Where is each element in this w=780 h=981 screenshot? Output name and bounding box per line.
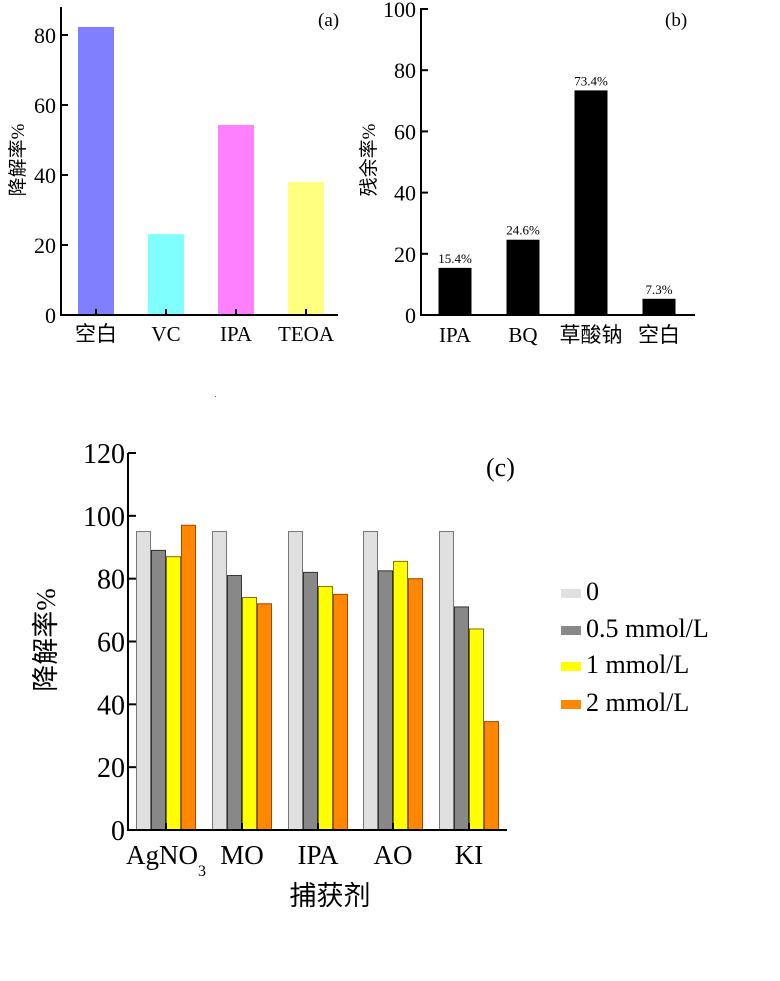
x-tick-label: VC [151, 322, 180, 346]
bar-2-2 [318, 586, 333, 831]
y-tick-label: 100 [83, 502, 125, 533]
bar-0-0 [136, 531, 151, 831]
bar-4-3 [484, 721, 499, 831]
bar-0-3 [181, 524, 196, 831]
data-label: 7.3% [645, 282, 672, 297]
y-tick-label: 120 [83, 439, 125, 470]
bar-1-1 [227, 575, 242, 831]
x-tick-label: MO [220, 840, 264, 870]
bar-1-2 [242, 597, 257, 831]
y-axis-label-c: 降解率% [31, 588, 61, 692]
bar-2-3 [333, 593, 348, 831]
bar-3 [642, 298, 676, 315]
y-axis-label-a: 降解率% [7, 123, 29, 196]
legend-label: 1 mmol/L [586, 650, 689, 679]
bar-1 [148, 234, 184, 314]
bar-3-0 [363, 531, 378, 831]
x-tick-label: BQ [508, 323, 537, 347]
data-label: 15.4% [438, 251, 472, 266]
x-tick-label: 草酸钠 [560, 323, 623, 347]
legend-swatch [561, 662, 581, 671]
legend-label: 2 mmol/L [586, 688, 689, 717]
y-tick-label: 100 [383, 0, 416, 22]
bar-0 [438, 267, 472, 315]
bar-2 [574, 90, 608, 315]
bar-3-1 [378, 570, 393, 831]
x-tick-label: IPA [439, 323, 472, 347]
x-axis-label-c: 捕获剂 [290, 881, 371, 911]
x-tick-label: KI [455, 840, 484, 870]
x-tick-label: IPA [220, 322, 253, 346]
bar-3-2 [393, 560, 408, 831]
y-axis-label-b: 残余率% [358, 123, 380, 196]
y-tick-label: 60 [394, 119, 416, 144]
y-tick-label: 20 [34, 233, 56, 258]
stray-dot [215, 396, 216, 397]
x-tick-label: TEOA [278, 322, 335, 346]
data-label: 24.6% [506, 223, 540, 238]
y-tick-label: 80 [97, 565, 125, 596]
data-label: 73.4% [574, 73, 608, 88]
bar-0-2 [166, 556, 181, 831]
panel-label-c: (c) [486, 453, 515, 482]
x-tick-label: 空白 [75, 322, 117, 346]
legend: 0 0.5 mmol/L 1 mmol/L 2 mmol/L [561, 577, 709, 717]
legend-swatch [561, 626, 581, 635]
legend-label: 0.5 mmol/L [586, 614, 709, 643]
chart-panel-b: 15.4% IPA 24.6% BQ 73.4% 草酸钠 7.3% 空白 0 20 40 60 80 10… [358, 0, 695, 347]
bar-1 [506, 239, 540, 315]
chart-panel-c: AgNO3 MO IPA AO KI 0 20 40 60 80 100 120 (c) 降解率% 捕… [31, 439, 709, 911]
x-tick-label: IPA [297, 840, 339, 870]
bar-1-3 [257, 603, 272, 831]
bar-2-1 [303, 571, 318, 831]
y-tick-label: 40 [34, 163, 56, 188]
bar-4-0 [439, 531, 454, 831]
bar-4-2 [469, 628, 484, 831]
chart-panel-a: 空白 VC IPA TEOA 0 20 40 60 80 (a) 降解率% [7, 7, 339, 346]
y-tick-label: 20 [394, 242, 416, 267]
y-tick-label: 0 [111, 816, 125, 847]
x-tick-label: AgNO3 [126, 840, 206, 880]
legend-label: 0 [586, 577, 599, 606]
y-tick-label: 60 [34, 93, 56, 118]
legend-swatch [561, 700, 581, 709]
y-tick-label: 80 [394, 58, 416, 83]
bar-3 [288, 182, 324, 314]
bar-0-1 [151, 549, 166, 831]
bar-0 [78, 26, 114, 314]
y-tick-label: 80 [34, 23, 56, 48]
y-tick-label: 20 [97, 753, 125, 784]
y-tick-label: 0 [45, 303, 56, 328]
x-tick-label: AO [374, 840, 413, 870]
bar-2 [218, 124, 254, 314]
panel-label-a: (a) [318, 10, 339, 31]
y-tick-label: 0 [405, 303, 416, 328]
bar-4-1 [454, 606, 469, 831]
y-tick-label: 40 [97, 690, 125, 721]
panel-label-b: (b) [665, 10, 687, 31]
x-tick-label: 空白 [638, 323, 680, 347]
y-tick-label: 60 [97, 628, 125, 659]
bar-2-0 [288, 531, 303, 831]
legend-swatch [561, 589, 581, 598]
y-tick-label: 40 [394, 181, 416, 206]
bar-1-0 [212, 531, 227, 831]
bar-3-3 [408, 578, 423, 831]
